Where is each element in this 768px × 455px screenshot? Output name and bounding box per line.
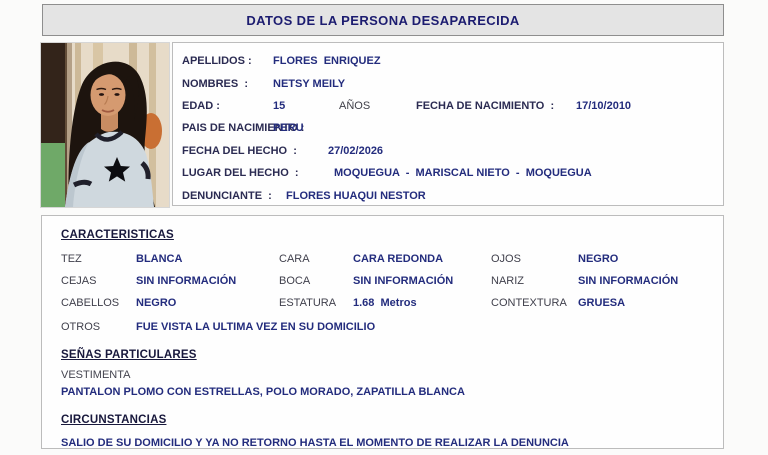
otros-label: OTROS [61, 321, 101, 333]
vestimenta-value: PANTALON PLOMO CON ESTRELLAS, POLO MORAD… [61, 386, 465, 398]
fecha-nacimiento-value: 17/10/2010 [576, 99, 632, 112]
boca-label: BOCA [279, 275, 311, 287]
field-row-nombres: NOMBRES : NETSY MEILY [182, 72, 717, 94]
fecha-hecho-label: FECHA DEL HECHO : [182, 144, 297, 157]
cejas-label: CEJAS [61, 275, 97, 287]
cabellos-label: CABELLOS [61, 297, 120, 309]
cara-value: CARA REDONDA [353, 253, 444, 265]
cara-label: CARA [279, 253, 310, 265]
edad-unit: AÑOS [339, 99, 371, 112]
pais-nacimiento-value: PERU [273, 122, 304, 135]
field-row-pais-nacimiento: PAIS DE NACIMIENTO : PERU [182, 117, 717, 139]
denunciante-value: FLORES HUAQUI NESTOR [286, 189, 426, 202]
nombres-label: NOMBRES : [182, 77, 248, 90]
field-row-apellidos: APELLIDOS : FLORES ENRIQUEZ [182, 50, 717, 72]
nariz-label: NARIZ [491, 275, 524, 287]
otros-row: OTROS FUE VISTA LA ULTIMA VEZ EN SU DOMI… [61, 316, 713, 338]
circunstancias-section: CIRCUNSTANCIAS SALIO DE SU DOMICILIO Y Y… [61, 410, 713, 449]
ojos-label: OJOS [491, 253, 521, 265]
senas-particulares-section: SEÑAS PARTICULARES VESTIMENTA PANTALON P… [61, 345, 713, 398]
estatura-value: 1.68 Metros [353, 297, 417, 309]
circunstancias-text: SALIO DE SU DOMICILIO Y YA NO RETORNO HA… [61, 437, 569, 449]
apellidos-value: FLORES ENRIQUEZ [273, 55, 381, 68]
edad-label: EDAD : [182, 99, 220, 112]
denunciante-label: DENUNCIANTE : [182, 189, 272, 202]
cejas-value: SIN INFORMACIÓN [136, 275, 237, 287]
otros-value: FUE VISTA LA ULTIMA VEZ EN SU DOMICILIO [136, 321, 376, 333]
apellidos-label: APELLIDOS : [182, 55, 252, 68]
field-row-fecha-hecho: FECHA DEL HECHO : 27/02/2026 [182, 140, 717, 162]
missing-person-photo-illustration [41, 43, 169, 207]
tez-value: BLANCA [136, 253, 183, 265]
page-title: DATOS DE LA PERSONA DESAPARECIDA [246, 12, 520, 28]
missing-person-photo [40, 42, 170, 208]
contextura-label: CONTEXTURA [491, 297, 567, 309]
caracteristicas-grid: TEZ BLANCA CARA CARA REDONDA OJOS NEGRO … [61, 248, 713, 314]
fecha-hecho-value: 27/02/2026 [328, 144, 384, 157]
tez-label: TEZ [61, 253, 82, 265]
senas-particulares-title: SEÑAS PARTICULARES [61, 349, 197, 361]
identity-fields-panel: APELLIDOS : FLORES ENRIQUEZ NOMBRES : NE… [172, 42, 724, 206]
caracteristicas-title: CARACTERISTICAS [61, 229, 174, 241]
field-row-lugar-hecho: LUGAR DEL HECHO : MOQUEGUA - MARISCAL NI… [182, 162, 717, 184]
edad-value: 15 [273, 99, 286, 112]
estatura-label: ESTATURA [279, 297, 337, 309]
vestimenta-label: VESTIMENTA [61, 369, 131, 381]
fecha-nacimiento-label: FECHA DE NACIMIENTO : [416, 99, 555, 112]
lugar-hecho-label: LUGAR DEL HECHO : [182, 167, 299, 180]
nombres-value: NETSY MEILY [273, 77, 346, 90]
field-row-edad: EDAD : 15 AÑOS FECHA DE NACIMIENTO : 17/… [182, 95, 717, 117]
field-row-denunciante: DENUNCIANTE : FLORES HUAQUI NESTOR [182, 184, 717, 206]
boca-value: SIN INFORMACIÓN [353, 275, 454, 287]
cabellos-value: NEGRO [136, 297, 177, 309]
lugar-hecho-value: MOQUEGUA - MARISCAL NIETO - MOQUEGUA [334, 167, 592, 180]
report-header: DATOS DE LA PERSONA DESAPARECIDA [42, 4, 724, 36]
ojos-value: NEGRO [578, 253, 619, 265]
pais-nacimiento-label: PAIS DE NACIMIENTO : [182, 122, 305, 135]
circunstancias-title: CIRCUNSTANCIAS [61, 414, 167, 426]
nariz-value: SIN INFORMACIÓN [578, 275, 679, 287]
characteristics-panel: CARACTERISTICAS TEZ BLANCA CARA CARA RED… [41, 215, 724, 449]
contextura-value: GRUESA [578, 297, 626, 309]
